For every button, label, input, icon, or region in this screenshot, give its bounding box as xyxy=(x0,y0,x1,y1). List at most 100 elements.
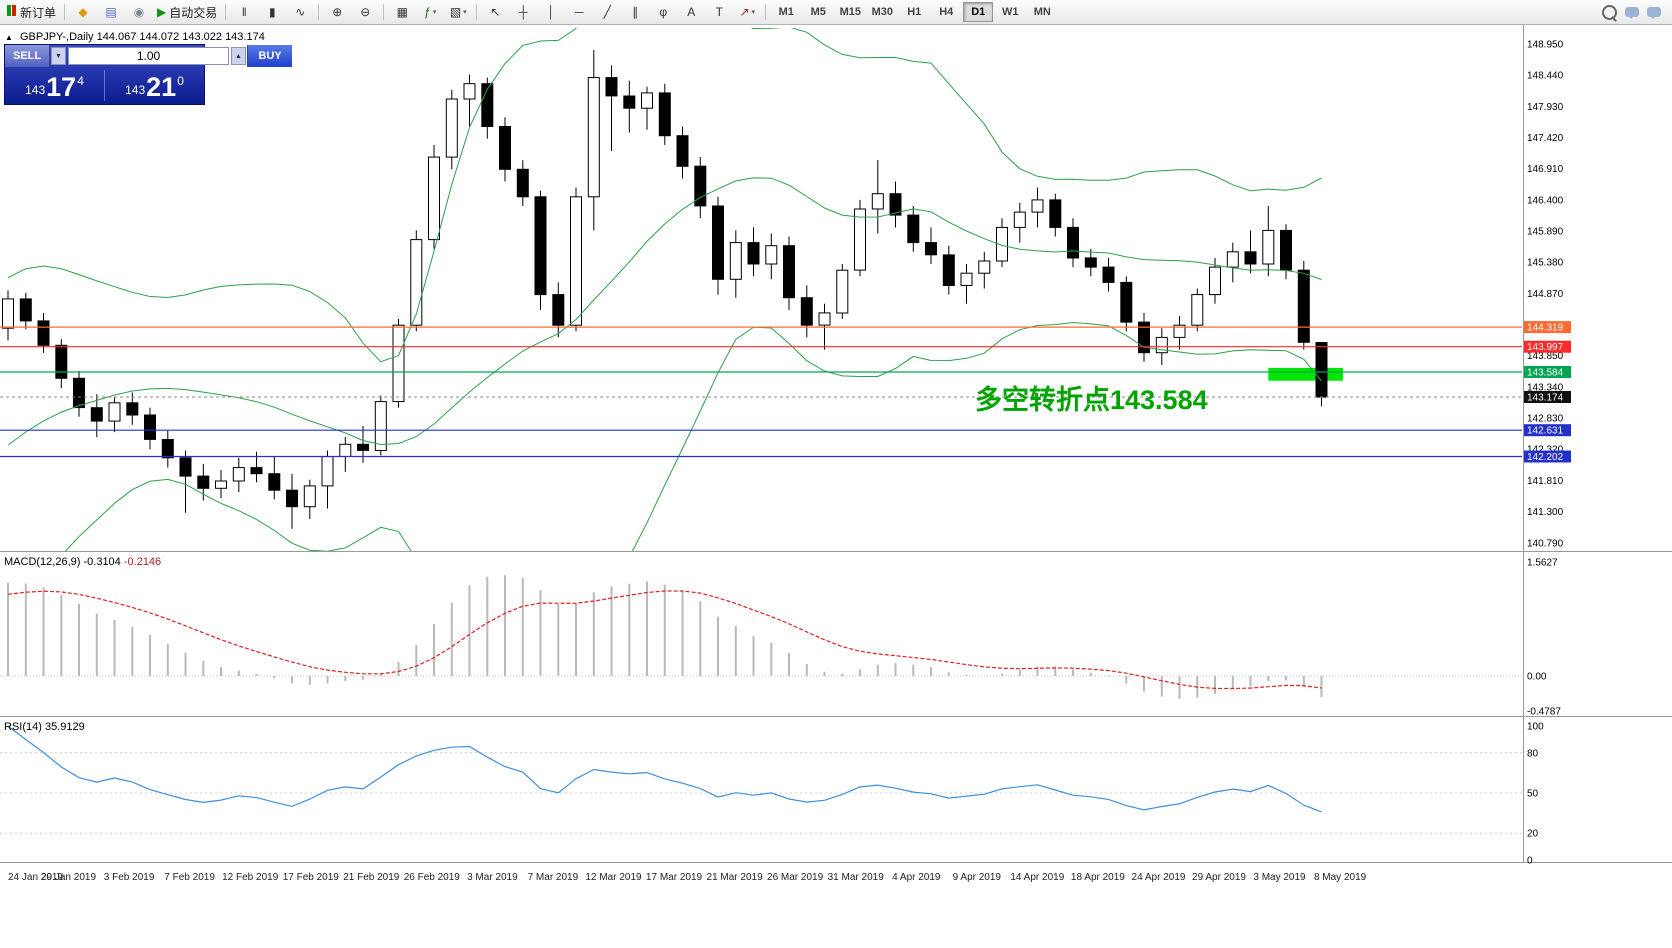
svg-text:0.00: 0.00 xyxy=(1527,672,1547,683)
trendline-button[interactable]: ╱ xyxy=(593,1,621,23)
toolbar: 新订单 ◆ ▤ ◉ ▶ 自动交易 ‖ ▮ ∿ ⊕ ⊖ ▦ ƒ ▾ ▧ ▾ ↖ ┼ │ ─ ╱ ∥ φ A T ↗ ▾ … xyxy=(0,0,1672,25)
volume-input[interactable] xyxy=(68,47,229,65)
strategy-tester-button[interactable]: ◉ xyxy=(125,1,153,23)
svg-text:29 Jan 2019: 29 Jan 2019 xyxy=(41,872,96,883)
svg-text:3 Feb 2019: 3 Feb 2019 xyxy=(104,872,155,883)
search-icon[interactable] xyxy=(1602,4,1617,20)
svg-text:12 Mar 2019: 12 Mar 2019 xyxy=(585,872,642,883)
cursor-button[interactable]: ↖ xyxy=(481,1,509,23)
toolbar-separator xyxy=(476,4,478,20)
horizontal-line-icon: ─ xyxy=(575,5,584,19)
toolbar-separator xyxy=(64,4,66,20)
timeframe-m30-button[interactable]: M30 xyxy=(871,6,893,18)
tile-windows-button[interactable]: ▦ xyxy=(388,1,416,23)
toolbar-separator xyxy=(318,4,320,20)
equidistant-channel-button[interactable]: ∥ xyxy=(621,1,649,23)
timeframe-mn-button[interactable]: MN xyxy=(1033,6,1051,18)
buy-button[interactable]: BUY xyxy=(247,45,292,67)
timeframe-m5-button[interactable]: M5 xyxy=(810,6,826,18)
text-button[interactable]: A xyxy=(677,1,705,23)
sell-button[interactable]: SELL xyxy=(5,45,50,67)
sell-price[interactable]: 143 17 4 xyxy=(5,67,104,104)
one-click-trading-panel: SELL ▼ ▲ BUY 143 17 4 143 21 0 xyxy=(4,44,292,105)
bar-chart-button[interactable]: ‖ xyxy=(230,1,258,23)
svg-text:21 Mar 2019: 21 Mar 2019 xyxy=(707,872,764,883)
svg-text:9 Apr 2019: 9 Apr 2019 xyxy=(953,872,1002,883)
toolbar-separator xyxy=(383,4,385,20)
templates-icon: ▧ xyxy=(449,5,462,19)
crosshair-icon: ┼ xyxy=(519,5,528,19)
svg-text:24 Apr 2019: 24 Apr 2019 xyxy=(1132,872,1186,883)
timeframe-h1-button[interactable]: H1 xyxy=(907,6,922,18)
zoom-in-button[interactable]: ⊕ xyxy=(323,1,351,23)
timeframe-m1-button[interactable]: M1 xyxy=(778,6,794,18)
chat-icon-2[interactable] xyxy=(1647,7,1661,19)
arrow-objects-button[interactable]: ↗ ▾ xyxy=(733,1,761,23)
toolbar-group-drawing: ↖ ┼ │ ─ ╱ ∥ φ A T ↗ ▾ xyxy=(481,1,761,23)
timeframe-d1-button[interactable]: D1 xyxy=(963,2,994,22)
buy-price[interactable]: 143 21 0 xyxy=(105,67,204,104)
fibonacci-button[interactable]: φ xyxy=(649,1,677,23)
chat-icon[interactable] xyxy=(1625,7,1639,19)
svg-text:147.930: 147.930 xyxy=(1527,102,1564,113)
svg-text:26 Feb 2019: 26 Feb 2019 xyxy=(404,872,461,883)
vertical-line-button[interactable]: │ xyxy=(537,1,565,23)
autotrading-icon: ▶ xyxy=(157,5,167,19)
new-order-button[interactable]: 新订单 xyxy=(3,1,60,23)
templates-button[interactable]: ▧ ▾ xyxy=(444,1,472,23)
svg-text:142.631: 142.631 xyxy=(1527,426,1564,437)
market-watch-button[interactable]: ▤ xyxy=(97,1,125,23)
metaeditor-icon: ◆ xyxy=(78,5,88,19)
crosshair-button[interactable]: ┼ xyxy=(509,1,537,23)
timeframe-h4-button[interactable]: H4 xyxy=(939,6,954,18)
svg-text:142.320: 142.320 xyxy=(1527,445,1564,456)
collapse-triangle-icon[interactable]: ▲ xyxy=(5,33,13,42)
autotrading-button[interactable]: ▶ 自动交易 xyxy=(153,1,221,23)
svg-text:141.300: 141.300 xyxy=(1527,507,1564,518)
svg-text:17 Mar 2019: 17 Mar 2019 xyxy=(646,872,703,883)
horizontal-line-button[interactable]: ─ xyxy=(565,1,593,23)
price-divider xyxy=(104,70,105,101)
svg-text:145.380: 145.380 xyxy=(1527,258,1564,269)
line-chart-icon: ∿ xyxy=(295,5,306,19)
timeframe-m15-button[interactable]: M15 xyxy=(839,6,861,18)
zoom-in-icon: ⊕ xyxy=(332,5,343,19)
svg-text:146.910: 146.910 xyxy=(1527,164,1564,175)
svg-text:7 Feb 2019: 7 Feb 2019 xyxy=(164,872,215,883)
zoom-out-button[interactable]: ⊖ xyxy=(351,1,379,23)
svg-text:145.890: 145.890 xyxy=(1527,227,1564,238)
svg-text:148.950: 148.950 xyxy=(1527,40,1564,51)
chevron-down-icon: ▾ xyxy=(463,9,467,16)
symbol-name: GBPJPY-,Daily xyxy=(19,31,94,43)
indicators-button[interactable]: ƒ ▾ xyxy=(416,1,444,23)
text-label-button[interactable]: T xyxy=(705,1,733,23)
timeframe-w1-button[interactable]: W1 xyxy=(1002,6,1019,18)
toolbar-group-platform: ◆ ▤ ◉ xyxy=(69,1,153,23)
svg-text:80: 80 xyxy=(1527,748,1539,759)
volume-stepper-icon[interactable]: ▲ xyxy=(231,47,246,65)
highlight-box xyxy=(1268,367,1343,381)
svg-text:1.5627: 1.5627 xyxy=(1527,558,1558,569)
annotation-text[interactable]: 多空转折点143.584 xyxy=(975,385,1208,415)
svg-text:26 Mar 2019: 26 Mar 2019 xyxy=(767,872,824,883)
chevron-down-icon: ▾ xyxy=(751,9,756,16)
svg-text:-0.4787: -0.4787 xyxy=(1527,706,1561,717)
svg-text:14 Apr 2019: 14 Apr 2019 xyxy=(1010,872,1064,883)
volume-dropdown-icon[interactable]: ▼ xyxy=(51,47,66,65)
svg-text:140.790: 140.790 xyxy=(1527,538,1564,549)
trendline-icon: ╱ xyxy=(603,5,611,19)
candlestick-chart-button[interactable]: ▮ xyxy=(258,1,286,23)
svg-text:143.584: 143.584 xyxy=(1527,368,1564,379)
svg-text:17 Feb 2019: 17 Feb 2019 xyxy=(283,872,340,883)
svg-text:29 Apr 2019: 29 Apr 2019 xyxy=(1192,872,1246,883)
line-chart-button[interactable]: ∿ xyxy=(286,1,314,23)
toolbar-separator xyxy=(765,4,767,20)
autotrading-label: 自动交易 xyxy=(169,5,218,20)
metaeditor-button[interactable]: ◆ xyxy=(69,1,97,23)
svg-text:8 May 2019: 8 May 2019 xyxy=(1314,872,1367,883)
sell-price-pip: 4 xyxy=(77,74,84,88)
equidistant-channel-icon: ∥ xyxy=(632,5,639,19)
svg-text:7 Mar 2019: 7 Mar 2019 xyxy=(528,872,579,883)
